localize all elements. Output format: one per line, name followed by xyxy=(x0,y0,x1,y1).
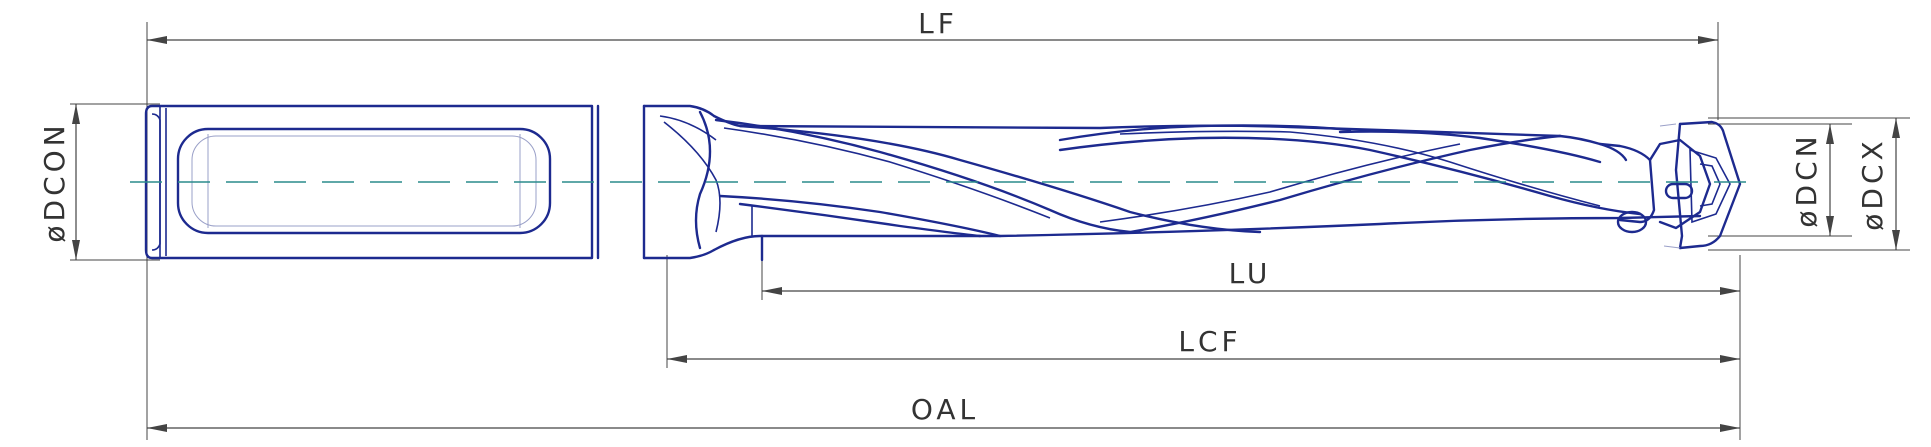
label-oal: OAL xyxy=(911,393,979,426)
dimension-dcx: øDCX xyxy=(1856,118,1900,250)
label-lf: LF xyxy=(918,7,958,40)
neck xyxy=(596,104,721,260)
fluted-body xyxy=(712,114,1702,262)
dimension-dcn: øDCN xyxy=(1790,124,1834,236)
coolant-hole xyxy=(1616,210,1648,234)
drill-tool xyxy=(130,104,1750,262)
label-dcx: øDCX xyxy=(1856,137,1889,230)
label-lcf: LCF xyxy=(1178,325,1241,358)
drill-tip xyxy=(1598,120,1742,250)
dimension-lf: LF xyxy=(147,7,1718,44)
shank-flat xyxy=(176,127,552,235)
dimension-lcf: LCF xyxy=(667,325,1740,363)
dimension-dcon: øDCON xyxy=(38,104,80,260)
dimension-lu: LU xyxy=(762,257,1740,295)
label-dcon: øDCON xyxy=(38,121,71,242)
label-lu: LU xyxy=(1229,257,1272,290)
dimension-oal: OAL xyxy=(147,393,1740,432)
label-dcn: øDCN xyxy=(1790,132,1823,227)
insert-screw-slot xyxy=(1664,182,1694,200)
